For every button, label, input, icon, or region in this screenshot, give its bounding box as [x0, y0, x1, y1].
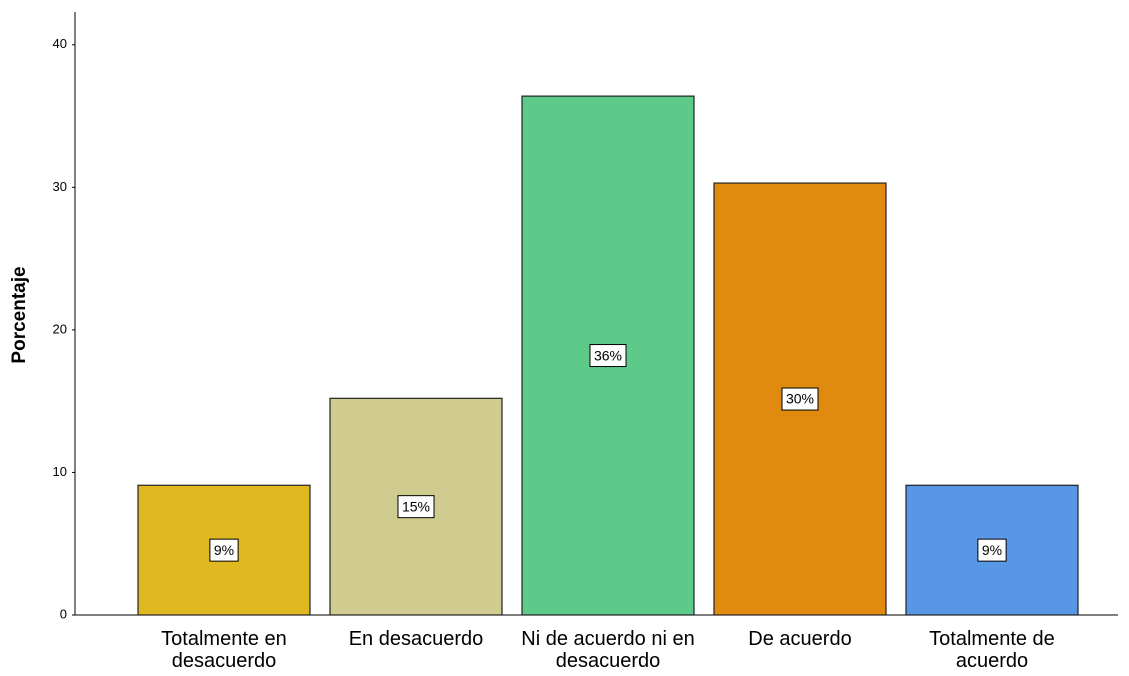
y-axis-title: Porcentaje [9, 266, 30, 363]
label-box [397, 495, 435, 519]
y-tick-label: 20 [53, 321, 67, 336]
label-box [977, 538, 1007, 562]
x-tick-label: Ni de acuerdo ni en desacuerdo [521, 628, 695, 672]
data-label: 15% [402, 498, 430, 514]
y-tick-label: 10 [53, 464, 67, 479]
label-box [209, 538, 239, 562]
label-box [589, 344, 627, 368]
y-tick-label: 40 [53, 36, 67, 51]
data-label: 36% [594, 347, 622, 363]
x-tick-label: De acuerdo [748, 628, 852, 650]
x-tick-label: Totalmente de acuerdo [929, 628, 1055, 672]
data-label: 9% [214, 542, 234, 558]
label-box [781, 387, 819, 411]
y-tick-label: 30 [53, 179, 67, 194]
data-label: 30% [786, 391, 814, 407]
x-tick-label: En desacuerdo [348, 628, 484, 650]
x-tick-label: Totalmente en desacuerdo [161, 628, 287, 672]
data-label: 9% [982, 542, 1002, 558]
y-tick-label: 0 [60, 606, 67, 621]
